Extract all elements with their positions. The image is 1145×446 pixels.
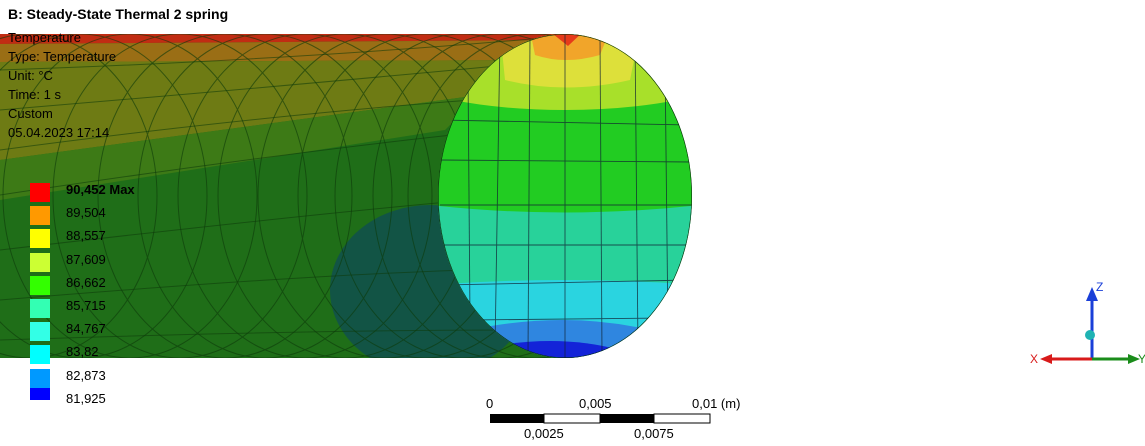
legend-swatch (30, 183, 50, 202)
scale-bar-graphic (490, 413, 711, 424)
scale-label-0: 0 (486, 396, 494, 411)
y-label: Y (1138, 352, 1145, 366)
isometric-view-sphere-icon[interactable] (1085, 330, 1095, 340)
legend-swatch (30, 322, 50, 342)
legend-swatch (30, 229, 50, 249)
result-mode: Custom (8, 106, 53, 121)
legend-value-label[interactable]: 85,715 (66, 298, 106, 313)
legend-value-label[interactable]: 81,925 (66, 390, 106, 406)
x-label: X (1030, 352, 1038, 366)
legend-swatch (30, 252, 50, 272)
y-arrowhead-icon (1128, 354, 1140, 364)
legend-swatch (30, 345, 50, 365)
legend-swatch (30, 275, 50, 295)
scale-label-00025: 0,0025 (524, 426, 564, 441)
legend-value-label[interactable]: 83,82 (66, 344, 99, 360)
scale-label-001-m: 0,01 (m) (692, 396, 741, 411)
result-timestamp: 05.04.2023 17:14 (8, 125, 110, 140)
axis-triad[interactable]: Z X Y (1030, 275, 1145, 380)
result-type: Type: Temperature (8, 49, 117, 64)
analysis-title: B: Steady-State Thermal 2 spring (8, 6, 229, 22)
scale-label-0005: 0,005 (579, 396, 612, 411)
legend-max-label[interactable]: 90,452 Max (66, 182, 135, 197)
scale-bar: 0 0,005 0,01 (m) 0,0025 0,0075 (484, 396, 754, 441)
legend-value-label[interactable]: 88,557 (66, 228, 106, 244)
legend-swatch (30, 299, 50, 318)
legend-swatch (30, 368, 50, 388)
result-info: Temperature Type: Temperature Unit: °C T… (8, 28, 116, 142)
x-arrowhead-icon (1040, 354, 1052, 364)
result-time: Time: 1 s (8, 87, 61, 102)
legend-value-label[interactable]: 87,609 (66, 251, 106, 267)
legend-value-label[interactable]: 86,662 (66, 274, 106, 290)
z-label: Z (1096, 280, 1103, 294)
legend-swatch (30, 206, 50, 226)
result-name: Temperature (8, 30, 81, 45)
triad-graphic[interactable]: Z X Y (1030, 275, 1145, 375)
z-arrowhead-icon (1086, 287, 1098, 301)
result-unit: Unit: °C (8, 68, 53, 83)
legend-value-label[interactable]: 84,767 (66, 321, 106, 337)
scale-label-00075: 0,0075 (634, 426, 674, 441)
end-face (438, 34, 692, 358)
legend-value-label[interactable]: 82,873 (66, 367, 106, 383)
legend-value-label[interactable]: 89,504 (66, 205, 106, 221)
legend-swatch (30, 387, 50, 400)
